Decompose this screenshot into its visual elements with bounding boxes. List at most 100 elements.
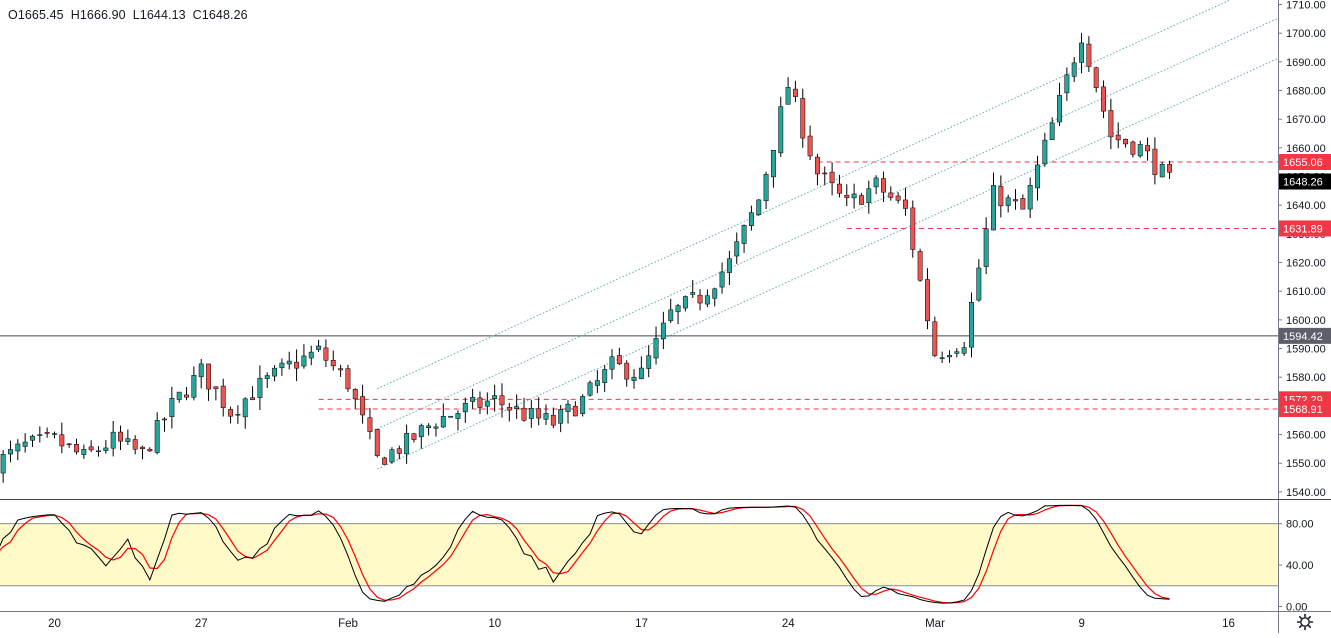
horizontal-line-label-bg: [1279, 327, 1331, 344]
candle-body: [851, 193, 857, 199]
candle-body: [470, 397, 476, 402]
time-tick-label: 10: [488, 618, 501, 630]
price-tick-label: 1670.00: [1286, 114, 1326, 126]
candle-body: [653, 338, 659, 359]
candle-body: [594, 380, 600, 386]
candles-layer: [0, 32, 1173, 483]
candle-body: [668, 309, 674, 321]
candle-body: [411, 433, 417, 440]
candle-body: [59, 434, 65, 447]
candle-body: [44, 432, 50, 434]
candle-body: [433, 426, 439, 429]
time-tick-label: 17: [635, 618, 648, 630]
horizontal-line-label: 1594.42: [1283, 331, 1323, 343]
price-tick-label: 1560.00: [1286, 430, 1326, 442]
candle-body: [374, 429, 380, 456]
candle-body: [316, 345, 322, 350]
candle-body: [748, 212, 754, 226]
candle-body: [110, 431, 116, 449]
candle-body: [969, 301, 974, 348]
candle-body: [220, 385, 226, 409]
candle-body: [499, 395, 505, 406]
candle-body: [814, 156, 820, 175]
candle-body: [521, 407, 527, 421]
price-tick-label: 1690.00: [1286, 57, 1326, 69]
level-label: 1631.89: [1283, 223, 1323, 235]
candle-body: [132, 439, 138, 450]
candle-body: [198, 363, 204, 378]
candle-body: [118, 431, 123, 442]
candle-body: [903, 199, 908, 209]
candle-body: [1123, 138, 1128, 145]
candle-body: [455, 413, 461, 419]
price-tick-label: 1590.00: [1286, 344, 1326, 356]
stochastic-band-layer: [0, 523, 1278, 587]
stochastic-k-line: [0, 504, 1170, 604]
candle-body: [184, 394, 189, 398]
level-label-bg: [1279, 401, 1331, 418]
ohlc-low: L1644.13: [132, 8, 186, 22]
candle-body: [1093, 67, 1099, 88]
candle-body: [881, 178, 886, 193]
candle-body: [250, 397, 256, 400]
candle-body: [866, 188, 872, 203]
time-tick-label: 24: [782, 618, 795, 630]
level-label-bg: [1279, 220, 1331, 237]
candle-body: [932, 321, 938, 356]
candle-body: [1167, 164, 1173, 173]
candle-body: [697, 294, 703, 304]
candle-body: [448, 416, 454, 418]
candle-body: [492, 395, 498, 400]
candle-body: [1079, 42, 1084, 63]
settings-button[interactable]: [1294, 612, 1316, 632]
candle-body: [1027, 185, 1033, 210]
candle-body: [1145, 145, 1151, 152]
channel-layer[interactable]: [377, 0, 1279, 470]
last-price-label-bg: [1279, 173, 1331, 190]
candle-body: [638, 367, 644, 379]
candle-body: [1137, 144, 1143, 157]
price-tick-label: 1660.00: [1286, 143, 1326, 155]
price-labels-layer: 1594.421655.061631.891572.291568.911648.…: [1279, 154, 1331, 418]
candle-body: [88, 446, 94, 451]
price-tick-label: 1640.00: [1286, 200, 1326, 212]
candle-body: [1042, 139, 1048, 165]
candle-body: [800, 98, 806, 139]
candle-body: [1130, 141, 1136, 155]
candle-body: [352, 388, 358, 400]
candle-body: [330, 360, 336, 367]
candle-body: [976, 267, 982, 301]
candle-body: [682, 296, 688, 309]
candle-body: [858, 195, 864, 205]
level-label: 1655.06: [1283, 157, 1323, 169]
candle-body: [528, 408, 534, 419]
candle-body: [580, 396, 586, 414]
candle-body: [741, 224, 747, 244]
ohlc-close: C1648.26: [192, 8, 248, 22]
candle-body: [228, 409, 234, 417]
candle-body: [770, 150, 776, 178]
candle-body: [1101, 86, 1106, 112]
candle-body: [140, 446, 145, 449]
candle-body: [323, 347, 329, 361]
time-tick-label: 16: [1222, 618, 1235, 630]
candle-body: [565, 403, 571, 412]
stochastic-lines-layer: [0, 504, 1170, 604]
candle-body: [646, 355, 652, 369]
candle-body: [30, 435, 35, 441]
price-tick-label: 1700.00: [1286, 28, 1326, 40]
channel-upper-line: [377, 0, 1232, 390]
candle-body: [257, 377, 263, 398]
candle-body: [910, 207, 916, 250]
candle-body: [1049, 122, 1055, 140]
candle-body: [947, 355, 952, 358]
channel-lower-line: [377, 57, 1279, 470]
candle-body: [829, 171, 835, 184]
candle-body: [895, 195, 901, 201]
time-tick-label: 27: [195, 618, 208, 630]
candle-body: [543, 413, 549, 420]
candle-body: [345, 368, 351, 390]
candle-body: [66, 443, 72, 446]
